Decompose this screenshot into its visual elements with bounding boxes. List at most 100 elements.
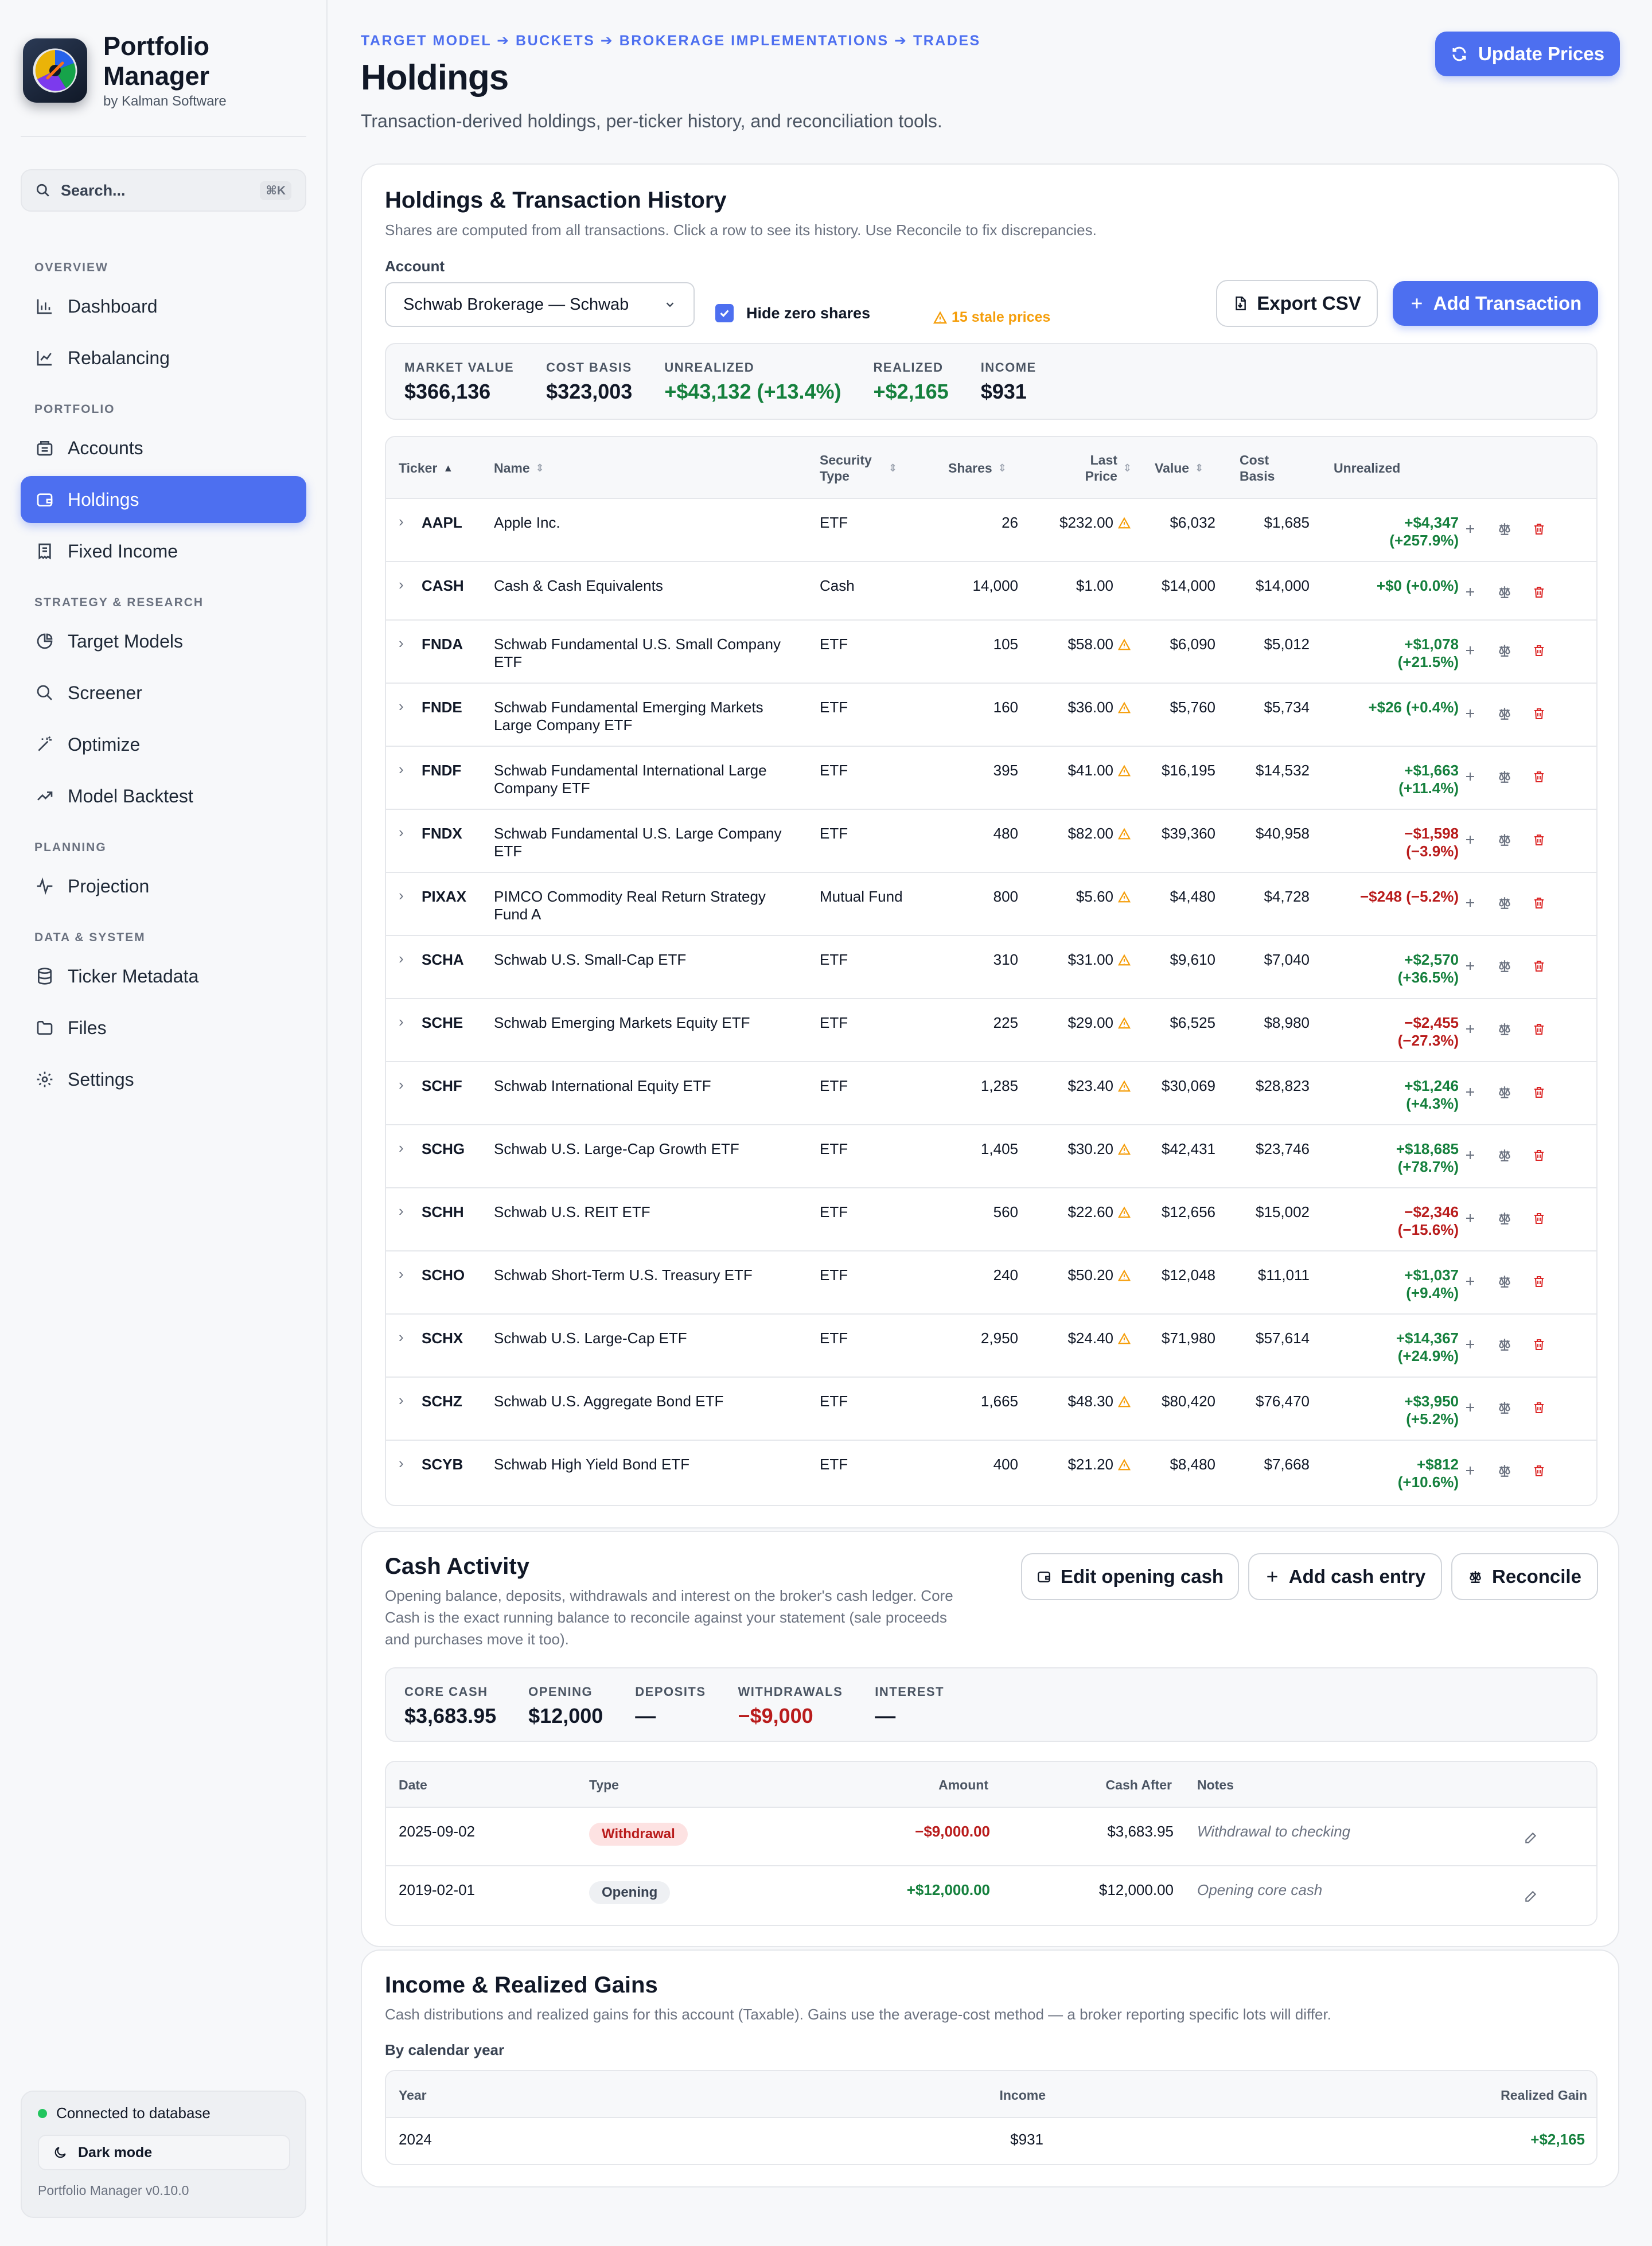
add-icon[interactable] xyxy=(1460,703,1480,724)
edit-icon[interactable] xyxy=(1521,1827,1541,1848)
delete-icon[interactable] xyxy=(1529,640,1549,661)
add-icon[interactable] xyxy=(1460,518,1480,539)
add-icon[interactable] xyxy=(1460,766,1480,787)
sidebar-item-optimize[interactable]: Optimize xyxy=(21,721,306,768)
chevron-right-icon[interactable]: › xyxy=(399,576,404,593)
chevron-right-icon[interactable]: › xyxy=(399,1202,404,1219)
sidebar-item-ticker-metadata[interactable]: Ticker Metadata xyxy=(21,953,306,1000)
reconcile-scale-icon[interactable] xyxy=(1494,1145,1515,1165)
holding-row-fndf[interactable]: › FNDF Schwab Fundamental International La… xyxy=(386,747,1596,810)
delete-icon[interactable] xyxy=(1529,1082,1549,1102)
reconcile-scale-icon[interactable] xyxy=(1494,892,1515,913)
sidebar-item-model-backtest[interactable]: Model Backtest xyxy=(21,773,306,820)
col-cost-basis[interactable]: Cost Basis xyxy=(1240,452,1285,484)
holding-row-fnde[interactable]: › FNDE Schwab Fundamental Emerging Markets… xyxy=(386,684,1596,747)
holding-row-sche[interactable]: › SCHE Schwab Emerging Markets Equity ETF E… xyxy=(386,999,1596,1062)
add-cash-entry-button[interactable]: Add cash entry xyxy=(1248,1553,1442,1600)
delete-icon[interactable] xyxy=(1529,829,1549,850)
holding-row-cash[interactable]: › CASH Cash & Cash Equivalents Cash 14,000 $1… xyxy=(386,562,1596,621)
edit-icon[interactable] xyxy=(1521,1886,1541,1906)
add-icon[interactable] xyxy=(1460,1460,1480,1481)
add-icon[interactable] xyxy=(1460,1145,1480,1165)
sidebar-item-screener[interactable]: Screener xyxy=(21,669,306,716)
add-icon[interactable] xyxy=(1460,640,1480,661)
delete-icon[interactable] xyxy=(1529,1397,1549,1418)
search-box[interactable]: Search... ⌘K xyxy=(21,169,306,212)
reconcile-scale-icon[interactable] xyxy=(1494,956,1515,976)
chevron-right-icon[interactable]: › xyxy=(399,1265,404,1282)
sidebar-item-fixed-income[interactable]: Fixed Income xyxy=(21,528,306,575)
delete-icon[interactable] xyxy=(1529,1271,1549,1292)
delete-icon[interactable] xyxy=(1529,1019,1549,1039)
export-csv-button[interactable]: Export CSV xyxy=(1216,280,1378,327)
update-prices-button[interactable]: Update Prices xyxy=(1435,32,1620,76)
col-shares[interactable]: Shares ⇕ xyxy=(948,460,1007,476)
dark-mode-button[interactable]: Dark mode xyxy=(38,2135,290,2170)
add-transaction-button[interactable]: Add Transaction xyxy=(1393,281,1598,326)
reconcile-scale-icon[interactable] xyxy=(1494,1208,1515,1229)
reconcile-scale-icon[interactable] xyxy=(1494,518,1515,539)
sidebar-item-accounts[interactable]: Accounts xyxy=(21,424,306,471)
col-security-type[interactable]: Security Type ⇕ xyxy=(820,452,900,484)
holding-row-schf[interactable]: › SCHF Schwab International Equity ETF ETF 1… xyxy=(386,1062,1596,1125)
edit-opening-cash-button[interactable]: Edit opening cash xyxy=(1021,1553,1239,1600)
reconcile-scale-icon[interactable] xyxy=(1494,582,1515,602)
holding-row-scha[interactable]: › SCHA Schwab U.S. Small-Cap ETF ETF 310 $31.… xyxy=(386,936,1596,999)
reconcile-scale-icon[interactable] xyxy=(1494,829,1515,850)
delete-icon[interactable] xyxy=(1529,582,1549,602)
holding-row-schx[interactable]: › SCHX Schwab U.S. Large-Cap ETF ETF 2,950 $2… xyxy=(386,1315,1596,1378)
chevron-right-icon[interactable]: › xyxy=(399,1013,404,1030)
add-icon[interactable] xyxy=(1460,1271,1480,1292)
holding-row-scyb[interactable]: › SCYB Schwab High Yield Bond ETF ETF 400 $21… xyxy=(386,1441,1596,1504)
col-name[interactable]: Name ⇕ xyxy=(494,460,544,476)
holding-row-fnda[interactable]: › FNDA Schwab Fundamental U.S. Small Compa… xyxy=(386,621,1596,684)
chevron-right-icon[interactable]: › xyxy=(399,761,404,778)
delete-icon[interactable] xyxy=(1529,766,1549,787)
holding-row-aapl[interactable]: › AAPL Apple Inc. ETF 26 $232.00 $6,032 $1,685 +… xyxy=(386,499,1596,562)
add-icon[interactable] xyxy=(1460,829,1480,850)
col-value[interactable]: Value ⇕ xyxy=(1155,460,1203,476)
add-icon[interactable] xyxy=(1460,582,1480,602)
reconcile-scale-icon[interactable] xyxy=(1494,1082,1515,1102)
add-icon[interactable] xyxy=(1460,1208,1480,1229)
delete-icon[interactable] xyxy=(1529,1145,1549,1165)
reconcile-scale-icon[interactable] xyxy=(1494,640,1515,661)
chevron-right-icon[interactable]: › xyxy=(399,950,404,967)
add-icon[interactable] xyxy=(1460,892,1480,913)
sidebar-item-files[interactable]: Files xyxy=(21,1004,306,1051)
chevron-right-icon[interactable]: › xyxy=(399,634,404,652)
account-select[interactable]: Schwab Brokerage — Schwab xyxy=(385,282,695,327)
sidebar-item-target-models[interactable]: Target Models xyxy=(21,618,306,665)
delete-icon[interactable] xyxy=(1529,956,1549,976)
chevron-right-icon[interactable]: › xyxy=(399,1139,404,1156)
sidebar-item-holdings[interactable]: Holdings xyxy=(21,476,306,523)
add-icon[interactable] xyxy=(1460,1397,1480,1418)
sidebar-item-dashboard[interactable]: Dashboard xyxy=(21,283,306,330)
add-icon[interactable] xyxy=(1460,1334,1480,1355)
chevron-right-icon[interactable]: › xyxy=(399,887,404,904)
reconcile-scale-icon[interactable] xyxy=(1494,703,1515,724)
holding-row-schg[interactable]: › SCHG Schwab U.S. Large-Cap Growth ETF ETF… xyxy=(386,1125,1596,1188)
reconcile-scale-icon[interactable] xyxy=(1494,1460,1515,1481)
sidebar-item-projection[interactable]: Projection xyxy=(21,863,306,910)
chevron-right-icon[interactable]: › xyxy=(399,1391,404,1409)
reconcile-button[interactable]: Reconcile xyxy=(1451,1553,1598,1600)
delete-icon[interactable] xyxy=(1529,1208,1549,1229)
chevron-right-icon[interactable]: › xyxy=(399,1328,404,1346)
sidebar-item-settings[interactable]: Settings xyxy=(21,1056,306,1103)
holding-row-scho[interactable]: › SCHO Schwab Short-Term U.S. Treasury ETF… xyxy=(386,1251,1596,1315)
reconcile-scale-icon[interactable] xyxy=(1494,1019,1515,1039)
chevron-right-icon[interactable]: › xyxy=(399,697,404,715)
add-icon[interactable] xyxy=(1460,1019,1480,1039)
reconcile-scale-icon[interactable] xyxy=(1494,1271,1515,1292)
holding-row-schh[interactable]: › SCHH Schwab U.S. REIT ETF ETF 560 $22.60 $12… xyxy=(386,1188,1596,1251)
chevron-right-icon[interactable]: › xyxy=(399,1076,404,1093)
hide-zero-toggle[interactable]: Hide zero shares xyxy=(715,304,870,322)
reconcile-scale-icon[interactable] xyxy=(1494,766,1515,787)
reconcile-scale-icon[interactable] xyxy=(1494,1397,1515,1418)
col-ticker[interactable]: Ticker ▲ xyxy=(399,460,453,476)
sidebar-item-rebalancing[interactable]: Rebalancing xyxy=(21,334,306,381)
add-icon[interactable] xyxy=(1460,956,1480,976)
add-icon[interactable] xyxy=(1460,1082,1480,1102)
reconcile-scale-icon[interactable] xyxy=(1494,1334,1515,1355)
